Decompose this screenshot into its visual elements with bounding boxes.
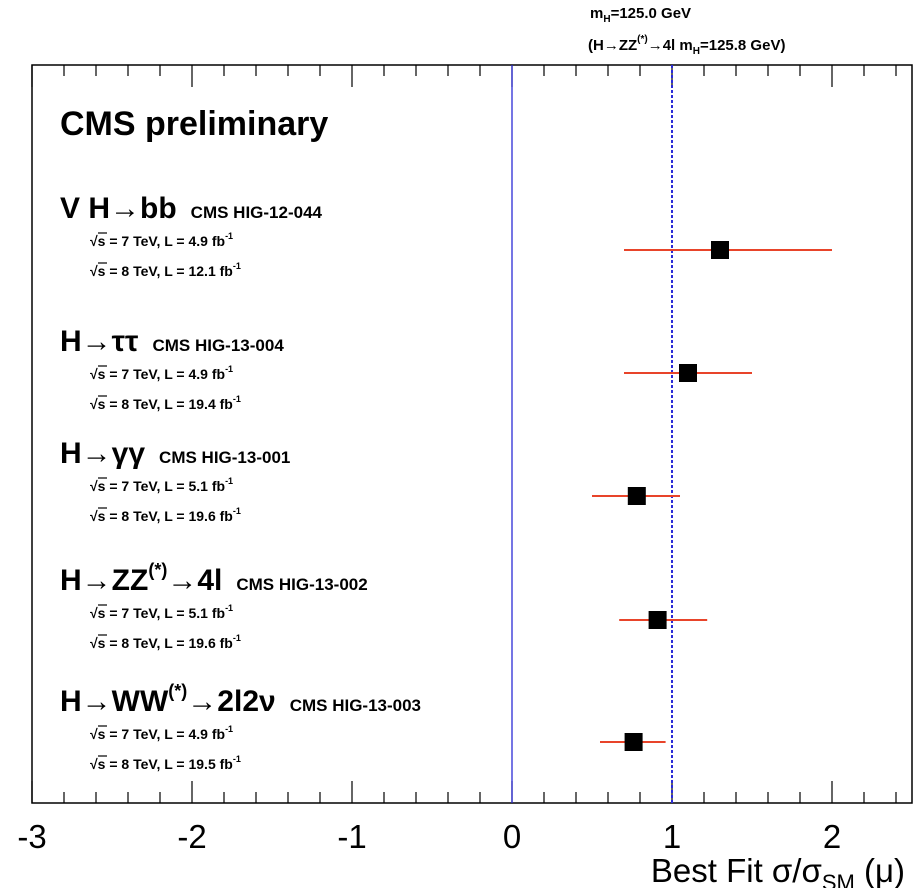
lumi-line: √s = 8 TeV, L = 19.4 fb-1 <box>90 394 241 412</box>
best-fit-marker <box>627 487 646 505</box>
lumi-line: √s = 7 TeV, L = 4.9 fb-1 <box>90 364 233 382</box>
x-tick-label: 2 <box>823 818 841 855</box>
channel-label: H→ZZ(*)→4l CMS HIG-13-002√s = 7 TeV, L = … <box>60 560 368 651</box>
x-tick-labels: -3 -2 -1 0 1 2 <box>17 818 841 855</box>
chart-title: CMS preliminary <box>60 105 328 143</box>
channel-reference: CMS HIG-12-044 <box>191 203 323 222</box>
best-fit-marker <box>624 733 643 751</box>
channel-label: H→γγ CMS HIG-13-001 √s = 7 TeV, L = 5.1 fb… <box>60 437 290 524</box>
data-marks <box>592 241 832 751</box>
mass-label-sub: H <box>603 14 610 25</box>
reference-lines <box>511 65 673 803</box>
bottom-axis-ticks <box>31 781 897 803</box>
zz-mass-open: (H→ZZ <box>588 37 637 54</box>
channel-labels: V H→bb CMS HIG-12-044 √s = 7 TeV, L = 4.9 … <box>60 192 421 772</box>
zz-mass-mid: →4l m <box>648 37 693 54</box>
x-axis-label: Best Fit σ/σSM (μ) <box>651 852 905 888</box>
zz-mass-rest: =125.8 GeV) <box>700 37 785 54</box>
x-axis-label-main: Best Fit σ/σ <box>651 852 822 888</box>
lumi-line: √s = 7 TeV, L = 5.1 fb-1 <box>90 603 233 621</box>
channel-name: H→γγ <box>60 437 145 470</box>
svg-text:(H→ZZ(*)→4l mH=125.8 GeV): (H→ZZ(*)→4l mH=125.8 GeV) <box>588 34 785 57</box>
channel-label: H→WW(*)→2l2ν CMS HIG-13-003 √s = 7 TeV, L … <box>60 681 421 772</box>
channel-name: H→WW(*)→2l2ν <box>60 681 276 718</box>
x-axis-label-sub: SM <box>822 870 855 888</box>
best-fit-marker <box>679 364 697 382</box>
channel-name: H→ZZ(*)→4l <box>60 560 222 597</box>
lumi-line: √s = 7 TeV, L = 4.9 fb-1 <box>90 231 233 249</box>
best-fit-marker <box>711 241 729 259</box>
best-fit-marker <box>648 611 667 629</box>
lumi-line: √s = 8 TeV, L = 12.1 fb-1 <box>90 261 241 279</box>
channel-label: V H→bb CMS HIG-12-044 √s = 7 TeV, L = 4.9 … <box>60 192 323 279</box>
channel-reference: CMS HIG-13-004 <box>152 336 284 355</box>
lumi-line: √s = 8 TeV, L = 19.5 fb-1 <box>90 754 241 772</box>
top-axis-ticks <box>31 65 897 87</box>
x-tick-label: 1 <box>663 818 681 855</box>
lumi-line: √s = 7 TeV, L = 4.9 fb-1 <box>90 724 233 742</box>
channel-name: H→ττ <box>60 325 138 358</box>
channel-reference: CMS HIG-13-003 <box>290 696 421 715</box>
lumi-line: √s = 8 TeV, L = 19.6 fb-1 <box>90 506 241 524</box>
x-tick-label: -1 <box>337 818 366 855</box>
lumi-line: √s = 8 TeV, L = 19.6 fb-1 <box>90 633 241 651</box>
mass-annotation: mH=125.0 GeV (H→ZZ(*)→4l mH=125.8 GeV) <box>588 5 785 57</box>
mass-label-main: m <box>590 5 603 22</box>
zz-mass-sup: (*) <box>637 34 648 45</box>
channel-name: V H→bb <box>60 192 177 225</box>
x-tick-label: -3 <box>17 818 46 855</box>
x-tick-label: 0 <box>503 818 521 855</box>
channel-label: H→ττ CMS HIG-13-004 √s = 7 TeV, L = 4.9 fb… <box>60 325 284 412</box>
zz-mass-sub: H <box>693 46 700 57</box>
channel-reference: CMS HIG-13-001 <box>159 448 290 467</box>
svg-text:mH=125.0 GeV: mH=125.0 GeV <box>590 5 691 25</box>
channel-reference: CMS HIG-13-002 <box>236 575 367 594</box>
x-tick-label: -2 <box>177 818 206 855</box>
lumi-line: √s = 7 TeV, L = 5.1 fb-1 <box>90 476 233 494</box>
x-axis-label-rest: (μ) <box>855 852 905 888</box>
plot-frame <box>31 64 913 804</box>
mass-label-rest: =125.0 GeV <box>611 5 691 22</box>
